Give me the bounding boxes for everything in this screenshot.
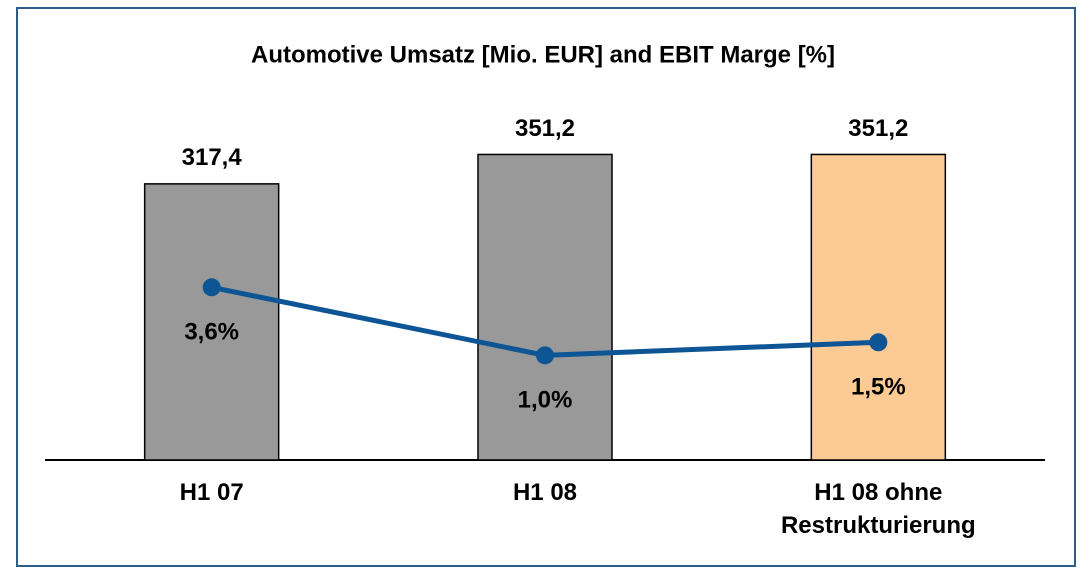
line-point [536, 346, 554, 365]
chart: Automotive Umsatz [Mio. EUR] and EBIT Ma… [45, 41, 1045, 461]
data-label: 1,0% [518, 387, 573, 414]
data-label: 3,6% [184, 319, 239, 346]
data-label: 351,2 [848, 115, 908, 142]
data-label: 351,2 [515, 115, 575, 142]
bar [143, 183, 280, 461]
data-label: 1,5% [851, 374, 906, 401]
data-label: 317,4 [182, 144, 243, 171]
x-tick-label: H1 08 [512, 479, 578, 506]
x-tick-label: H1 07 [179, 479, 244, 506]
line-point [869, 333, 888, 352]
page: {"chart_data": {"type": "bar", "title": … [16, 7, 1076, 567]
x-tick-label: H1 08 ohne Restrukturierung [780, 479, 976, 539]
bar [477, 153, 613, 461]
chart-title: Automotive Umsatz [Mio. EUR] and EBIT Ma… [251, 41, 835, 68]
bar [810, 153, 947, 461]
line-point [202, 278, 221, 297]
